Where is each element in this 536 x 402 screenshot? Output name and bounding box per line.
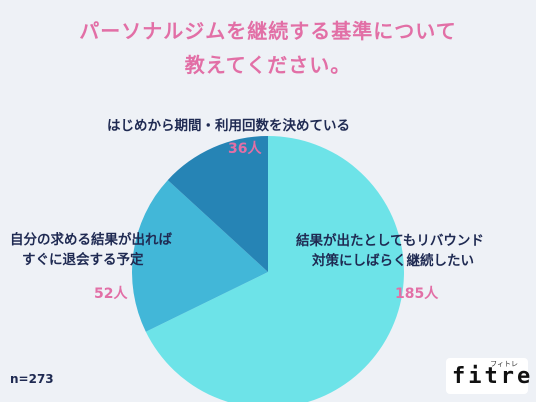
slice-value-quit-after-result: 52人	[94, 286, 128, 302]
slice-label-quit-after-result: 自分の求める結果が出れば すぐに退会する予定	[10, 230, 172, 270]
slice-label-quit-line-2: すぐに退会する予定	[22, 252, 144, 268]
slice-label-continue-line-1: 結果が出たとしてもリバウンド	[296, 233, 484, 249]
slice-label-continue: 結果が出たとしてもリバウンド 対策にしばらく継続したい	[296, 231, 484, 271]
pie-slice-quit-after-result	[131, 180, 268, 332]
slice-value-continue: 185人	[395, 286, 439, 302]
chart-title: パーソナルジムを継続する基準について 教えてください。	[0, 14, 536, 82]
slice-label-quit-line-1: 自分の求める結果が出れば	[10, 232, 172, 248]
slice-label-fixed-period: はじめから期間・利用回数を決めている	[107, 118, 350, 134]
sample-size: n=273	[10, 372, 54, 386]
pie-slice-continue	[145, 136, 404, 402]
fitre-logo: fitre フィトレ	[446, 358, 530, 394]
slice-label-continue-line-2: 対策にしばらく継続したい	[312, 253, 474, 269]
slice-value-fixed-period: 36人	[228, 141, 262, 157]
logo-katakana: フィトレ	[490, 360, 518, 368]
title-line-1: パーソナルジムを継続する基準について	[79, 19, 457, 43]
logo-wordmark: fitre	[452, 364, 534, 389]
title-line-2: 教えてください。	[184, 53, 352, 77]
pie-slice-fixed-period	[167, 136, 268, 272]
